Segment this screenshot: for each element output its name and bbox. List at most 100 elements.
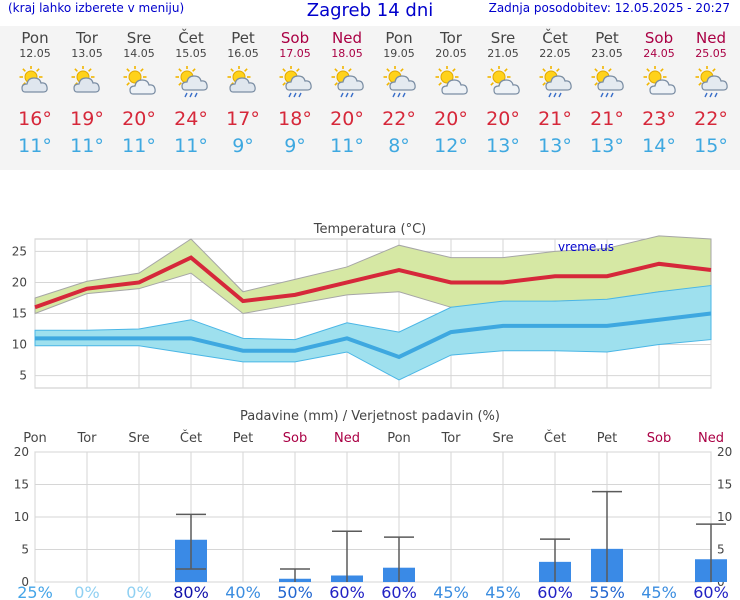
precipitation-probability: 45% <box>641 583 677 600</box>
day-date: 12.05 <box>19 47 51 60</box>
precipitation-probability: 40% <box>225 583 261 600</box>
daily-forecast: Pon 12.05 16° 11° Tor 13.05 19° 11° Sre 14.05 20° 1… <box>0 30 740 170</box>
precipitation-y-tick-right: 5 <box>717 543 725 557</box>
day-name: Ned <box>696 29 726 47</box>
min-temperature: 12° <box>434 135 468 157</box>
day-column: Tor 13.05 19° 11° <box>61 29 113 158</box>
sun-cloud-rain-icon <box>539 66 572 98</box>
day-date: 25.05 <box>695 47 727 60</box>
day-column: Pet 23.05 21° 13° <box>581 29 633 158</box>
day-column: Sob 24.05 23° 14° <box>633 30 685 158</box>
precipitation-y-tick-left: 0 <box>21 575 29 589</box>
precipitation-day-label: Sre <box>128 431 149 446</box>
min-temperature: 15° <box>694 135 728 157</box>
precipitation-probability: 50% <box>277 583 313 600</box>
min-temperature: 14° <box>642 135 676 157</box>
day-date: 18.05 <box>331 47 363 60</box>
min-temperature: 13° <box>486 135 520 157</box>
precipitation-y-tick-right: 20 <box>717 445 732 459</box>
day-column: Ned 25.05 22° 15° <box>685 29 737 158</box>
min-temperature: 11° <box>18 135 52 157</box>
precipitation-day-label: Ned <box>698 431 724 446</box>
precipitation-day-label: Pet <box>597 431 617 446</box>
day-name: Čet <box>542 29 568 47</box>
day-name: Pet <box>231 29 255 47</box>
precipitation-day-label: Tor <box>76 431 97 446</box>
day-date: 23.05 <box>591 47 623 60</box>
day-column: Sob 17.05 18° 9° <box>269 29 321 158</box>
precipitation-probability: 0% <box>74 583 99 600</box>
day-date: 24.05 <box>643 47 675 60</box>
min-temperature: 13° <box>590 135 624 157</box>
max-temperature: 22° <box>382 108 416 130</box>
max-temperature: 18° <box>278 108 312 130</box>
max-temperature: 23° <box>642 108 676 130</box>
temperature-y-tick: 10 <box>12 338 27 352</box>
day-date: 19.05 <box>383 47 415 60</box>
day-column: Pet 16.05 17° 9° <box>217 29 269 158</box>
min-temperature: 11° <box>330 135 364 157</box>
day-date: 17.05 <box>279 47 311 60</box>
last-update: Zadnja posodobitev: 12.05.2025 - 20:27 <box>488 1 730 15</box>
precipitation-day-label: Pon <box>387 431 411 446</box>
day-name: Pon <box>21 29 49 47</box>
precipitation-y-tick-right: 15 <box>717 478 732 492</box>
min-temperature-range-band <box>34 284 712 381</box>
precipitation-probability: 60% <box>381 583 417 600</box>
sun-cloud-rain-icon <box>331 66 364 98</box>
min-temperature: 9° <box>284 135 306 157</box>
page-title: Zagreb 14 dni <box>306 0 434 21</box>
temperature-y-tick: 25 <box>12 244 27 258</box>
day-column: Ned 18.05 20° 11° <box>321 30 373 158</box>
precipitation-day-label: Ned <box>334 431 360 446</box>
max-temperature: 19° <box>70 108 104 130</box>
temperature-y-tick: 20 <box>12 275 27 289</box>
precipitation-probability: 55% <box>589 583 625 600</box>
max-temperature: 22° <box>694 108 728 130</box>
precipitation-day-label: Čet <box>544 430 566 446</box>
day-name: Sre <box>126 29 152 47</box>
max-temperature: 20° <box>434 108 468 130</box>
precipitation-probability: 0% <box>126 583 151 600</box>
day-name: Tor <box>76 29 98 47</box>
day-name: Čet <box>178 29 204 47</box>
max-temperature: 17° <box>226 108 260 130</box>
day-name: Pet <box>595 29 619 47</box>
min-temperature: 8° <box>388 135 410 157</box>
max-temperature: 24° <box>174 108 208 130</box>
sun-cloud-icon <box>123 66 156 95</box>
day-name: Tor <box>440 29 462 47</box>
location-menu-hint[interactable]: (kraj lahko izberete v meniju) <box>8 1 185 15</box>
day-date: 14.05 <box>123 47 155 60</box>
forecast-strip <box>0 26 740 170</box>
day-column: Pon 12.05 16° 11° <box>9 29 61 158</box>
min-temperature: 11° <box>70 135 104 157</box>
precipitation-day-label: Sob <box>647 431 671 446</box>
day-column: Sre 14.05 20° 11° <box>113 29 165 158</box>
watermark: vreme.us <box>558 240 614 254</box>
max-temperature: 20° <box>122 108 156 130</box>
sun-cloud-icon <box>487 66 520 95</box>
precipitation-y-tick-left: 15 <box>14 478 29 492</box>
day-column: Pon 19.05 22° 8° <box>373 30 425 158</box>
temperature-y-tick: 15 <box>12 307 27 321</box>
precipitation-y-tick-right: 10 <box>717 510 732 524</box>
precipitation-probability: 45% <box>433 583 469 600</box>
precipitation-y-tick-left: 20 <box>14 445 29 459</box>
day-name: Sob <box>280 29 310 47</box>
precipitation-y-tick-left: 10 <box>14 510 29 524</box>
min-temperature: 11° <box>122 135 156 157</box>
temperature-chart-title: Temperatura (°C) <box>313 222 426 237</box>
precipitation-probability: 60% <box>329 583 365 600</box>
day-column: Sre 21.05 20° 13° <box>477 30 529 158</box>
precipitation-probability: 60% <box>693 583 729 600</box>
day-date: 22.05 <box>539 47 571 60</box>
precipitation-day-label: Sre <box>492 431 513 446</box>
partly-cloudy-icon <box>227 66 256 93</box>
precipitation-chart-title: Padavine (mm) / Verjetnost padavin (%) <box>240 409 500 424</box>
partly-cloudy-icon <box>19 66 48 93</box>
day-date: 15.05 <box>175 47 207 60</box>
precipitation-day-label: Pet <box>233 431 253 446</box>
sun-cloud-rain-icon <box>175 66 208 98</box>
